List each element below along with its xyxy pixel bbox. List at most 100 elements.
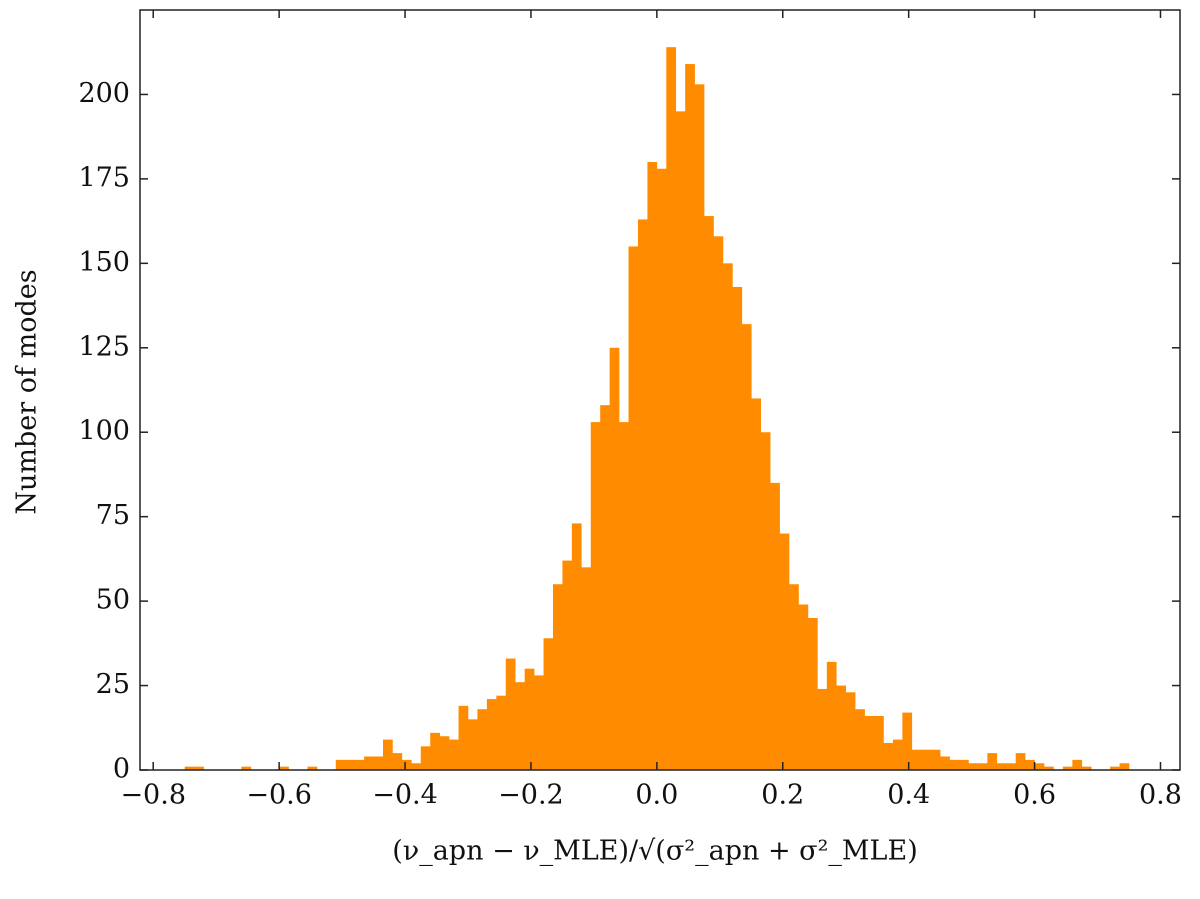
y-tick-label: 25 xyxy=(96,669,130,700)
bar xyxy=(467,719,478,770)
bar xyxy=(977,763,988,770)
bar xyxy=(562,560,573,770)
y-tick-label: 150 xyxy=(78,247,130,278)
bar xyxy=(619,422,629,770)
y-tick-label: 0 xyxy=(113,754,130,785)
x-axis-label: (ν_apn − ν_MLE)/√(σ²_apn + σ²_MLE) xyxy=(392,836,917,867)
bar xyxy=(458,705,469,770)
y-tick-label: 75 xyxy=(96,500,130,531)
bar xyxy=(930,749,941,770)
x-tick-label: 0.2 xyxy=(761,780,804,811)
bar xyxy=(420,746,431,770)
bar xyxy=(722,263,733,770)
bar xyxy=(552,584,563,770)
bar xyxy=(741,324,752,770)
bar xyxy=(392,753,403,770)
bar xyxy=(637,219,648,770)
bar xyxy=(959,759,969,770)
bar xyxy=(524,668,535,770)
plot-frame xyxy=(139,9,1181,771)
bar xyxy=(1081,766,1092,770)
x-tick-label: 0.8 xyxy=(1139,780,1182,811)
bar xyxy=(477,709,488,770)
bar xyxy=(364,756,374,770)
bar xyxy=(1072,759,1083,770)
bar xyxy=(1119,763,1130,770)
bar xyxy=(968,763,979,770)
bar xyxy=(241,766,252,770)
x-tick-label: −0.6 xyxy=(246,780,312,811)
x-tick-label: −0.8 xyxy=(120,780,186,811)
bar xyxy=(694,84,705,771)
bar xyxy=(836,685,847,770)
x-tick-label: 0.6 xyxy=(1013,780,1056,811)
bar xyxy=(505,658,516,770)
bar xyxy=(194,766,204,770)
bar xyxy=(628,246,639,770)
bar xyxy=(789,584,799,770)
bar xyxy=(826,661,837,770)
bar xyxy=(911,749,922,770)
bar xyxy=(1015,753,1026,770)
bar xyxy=(543,638,554,770)
bar xyxy=(307,766,318,770)
y-tick-label: 125 xyxy=(78,331,130,362)
bar xyxy=(751,398,762,770)
bar xyxy=(845,692,856,770)
bar xyxy=(779,533,790,770)
x-tick-label: 0.0 xyxy=(635,780,678,811)
bar xyxy=(807,618,818,770)
bar xyxy=(383,739,393,770)
bar xyxy=(430,732,440,770)
bar xyxy=(590,422,601,770)
bar xyxy=(515,682,525,770)
bar xyxy=(713,236,724,771)
bar xyxy=(874,715,884,770)
bar xyxy=(449,739,459,770)
bar xyxy=(184,766,195,770)
bar xyxy=(732,286,743,770)
y-tick-label: 50 xyxy=(96,585,130,616)
bar xyxy=(581,567,592,770)
bar xyxy=(883,742,894,770)
bar xyxy=(940,756,950,770)
bar xyxy=(704,216,714,771)
bar xyxy=(685,64,695,771)
y-tick-label: 100 xyxy=(78,416,130,447)
bar xyxy=(987,753,998,770)
bar xyxy=(798,604,809,770)
bar xyxy=(600,405,610,770)
bar xyxy=(345,759,355,770)
bar xyxy=(571,523,582,770)
bar xyxy=(1006,763,1016,770)
bar xyxy=(675,111,686,771)
bar xyxy=(647,162,658,770)
bar xyxy=(1110,766,1120,770)
bar xyxy=(902,712,913,770)
bar xyxy=(656,168,667,770)
bar xyxy=(411,763,422,770)
y-tick-label: 200 xyxy=(78,78,130,109)
bar xyxy=(921,749,932,770)
bar xyxy=(949,759,960,770)
bar xyxy=(817,688,828,770)
y-tick-label: 175 xyxy=(78,162,130,193)
bar xyxy=(666,47,677,770)
bar xyxy=(439,736,450,770)
bar xyxy=(1034,763,1045,770)
bar xyxy=(373,756,384,770)
bar xyxy=(401,759,412,770)
bar xyxy=(1044,766,1054,770)
bar xyxy=(496,695,507,770)
bar xyxy=(996,763,1007,770)
bar xyxy=(279,766,289,770)
bar xyxy=(486,699,497,770)
x-tick-label: 0.4 xyxy=(887,780,930,811)
y-axis-label: Number of modes xyxy=(12,269,43,514)
bar xyxy=(770,482,780,770)
x-tick-label: −0.2 xyxy=(498,780,564,811)
bar xyxy=(760,432,771,770)
bar xyxy=(864,715,875,770)
